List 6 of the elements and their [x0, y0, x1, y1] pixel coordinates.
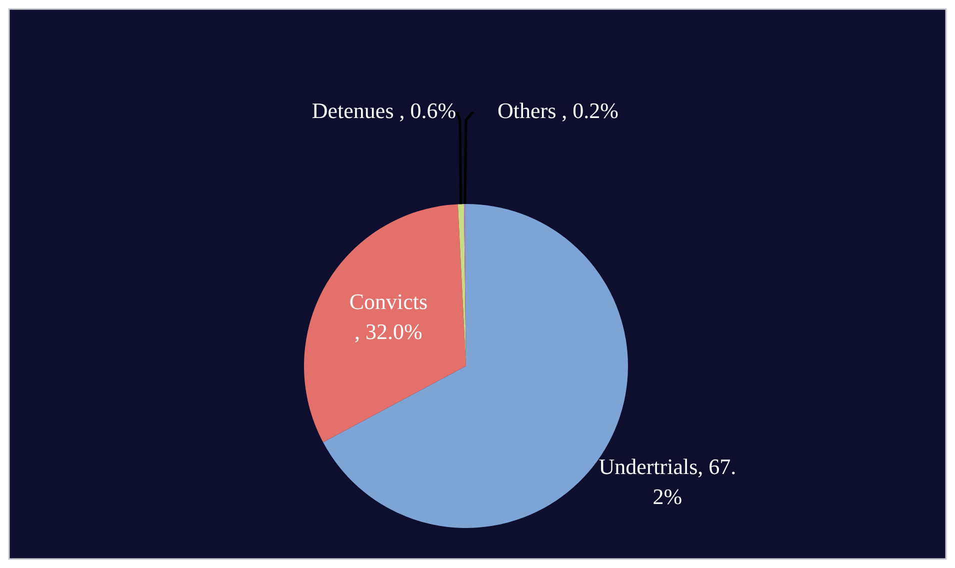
- slice-label: Convicts: [349, 289, 428, 314]
- pie-slice: [304, 204, 466, 442]
- data-label: , 32.0%: [354, 319, 422, 344]
- slice-label: Undertrials, 67.2%: [598, 454, 736, 509]
- slice-label: Others , 0.2%: [498, 98, 618, 123]
- slice-label: Detenues , 0.6%: [312, 98, 456, 123]
